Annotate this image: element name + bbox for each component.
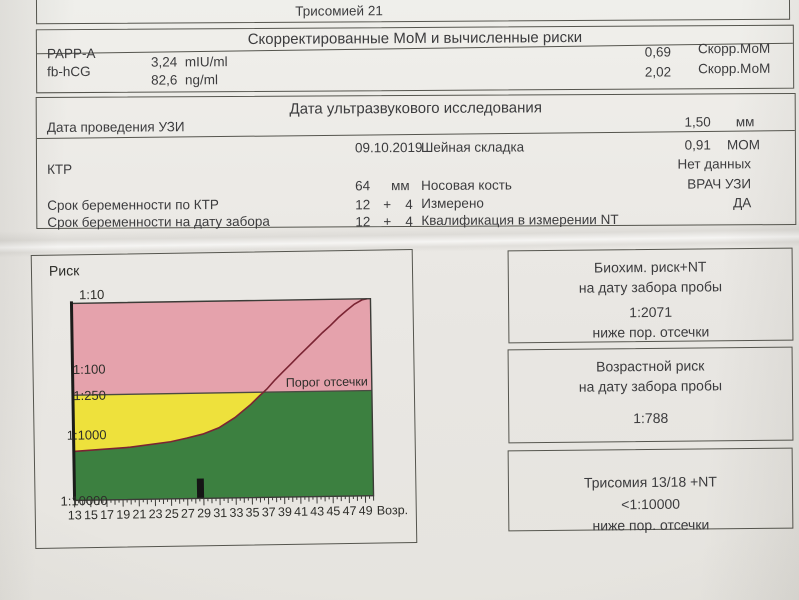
ktr-unit: мм bbox=[391, 178, 410, 194]
nt-mm-value: 1,50 bbox=[684, 114, 711, 130]
x-tick-label: 27 bbox=[181, 506, 195, 520]
papp-a-value: 3,24 bbox=[150, 54, 178, 70]
fb-hcg-value: 82,6 bbox=[151, 72, 178, 88]
corr-mom-label: Скорр.МоМ bbox=[698, 60, 771, 77]
x-tick-label: 17 bbox=[100, 508, 114, 522]
nasal-label: Носовая кость bbox=[421, 177, 512, 193]
ktr-label: КТР bbox=[46, 161, 73, 177]
panel-risk-value: 1:788 bbox=[633, 409, 669, 427]
panel-risk-value: <1:10000 bbox=[621, 495, 681, 512]
nt-mom-unit: МОМ bbox=[726, 137, 760, 153]
nt-qual-label: Квалификация в измерении NT bbox=[421, 211, 619, 228]
corr-mom-label: Скорр.МоМ bbox=[697, 40, 771, 57]
x-axis-label: Возр. bbox=[377, 503, 409, 517]
fb-hcg-unit: ng/ml bbox=[184, 72, 218, 88]
ga-by-ktr-days: 4 bbox=[405, 197, 413, 213]
risk-chart-box: 13 15 17 19 21 23 25 27 29 31 33 35 37 39 41 43 45 47 49 1:… bbox=[30, 249, 418, 549]
age-marker bbox=[196, 478, 205, 499]
x-tick-label: 25 bbox=[165, 507, 179, 521]
x-tick-label: 19 bbox=[116, 507, 130, 521]
ktr-value: 64 bbox=[355, 178, 371, 194]
y-axis-line bbox=[69, 301, 77, 501]
y-tick-label: 1:100 bbox=[73, 362, 106, 378]
mom-section: Скорректированные МоМ и вычисленные риск… bbox=[35, 24, 795, 94]
nt-mm-unit: мм bbox=[735, 114, 755, 130]
x-tick-label: 21 bbox=[132, 507, 146, 521]
x-tick-label: 41 bbox=[294, 505, 308, 519]
x-tick-label: 47 bbox=[342, 504, 356, 518]
analyte-value: 82,6 ng/ml bbox=[151, 72, 218, 87]
panel-line: ниже пор. отсечки bbox=[592, 516, 710, 534]
x-tick-label: 37 bbox=[262, 505, 276, 519]
panel-biochem-risk: Биохим. риск+NT на дату забора пробы 1:2… bbox=[507, 247, 794, 344]
x-tick-label: 31 bbox=[213, 506, 227, 520]
papp-a-unit: mIU/ml bbox=[184, 54, 228, 70]
x-tick-label: 43 bbox=[310, 504, 324, 518]
y-tick-label: 1:10 bbox=[79, 287, 105, 302]
measured-value: ВРАЧ УЗИ bbox=[687, 176, 752, 192]
panel-line: на дату забора пробы bbox=[578, 377, 723, 395]
region-mid-risk bbox=[72, 392, 264, 452]
panel-line: Возрастной риск bbox=[595, 357, 705, 375]
trisomy21-box: Трисомией 21 bbox=[35, 0, 791, 25]
corr-mom-value: 2,02 bbox=[644, 64, 672, 80]
x-tick-label: 23 bbox=[149, 507, 163, 521]
x-tick-label: 33 bbox=[229, 506, 243, 520]
panel-line: на дату забора пробы bbox=[578, 278, 723, 296]
uzi-date-value: 09.10.2019 bbox=[354, 139, 423, 156]
x-tick-label: 15 bbox=[84, 508, 98, 522]
uzi-section-header: Дата ультразвукового исследования bbox=[289, 99, 542, 118]
region-high-risk bbox=[71, 298, 372, 396]
nt-label: Шейная складка bbox=[420, 139, 525, 155]
y-tick-label: 1:10000 bbox=[60, 493, 107, 509]
age-risk-curve bbox=[73, 297, 368, 453]
ga-sample-days: 4 bbox=[405, 214, 413, 230]
x-tick-label: 49 bbox=[359, 504, 373, 518]
analyte-label: fb-hCG bbox=[47, 63, 91, 80]
panel-trisomy-13-18: Трисомия 13/18 +NT <1:10000 ниже пор. от… bbox=[507, 447, 794, 534]
panel-line: Трисомия 13/18 +NT bbox=[583, 473, 718, 491]
analyte-value: 3,24 mIU/ml bbox=[151, 54, 228, 69]
y-tick-label: 1:250 bbox=[73, 388, 106, 404]
uzi-date-label: Дата проведения УЗИ bbox=[46, 119, 185, 135]
panel-age-risk: Возрастной риск на дату забора пробы 1:7… bbox=[507, 346, 794, 444]
x-tick-label: 13 bbox=[68, 508, 82, 522]
ga-sample-label: Срок беременности на дату забора bbox=[47, 213, 270, 230]
threshold-label: Порог отсечки bbox=[286, 375, 368, 390]
x-tick-label: 39 bbox=[278, 505, 292, 519]
corr-mom-value: 0,69 bbox=[644, 44, 672, 60]
ga-by-ktr-weeks: 12 bbox=[355, 197, 371, 213]
mom-section-header: Скорректированные МоМ и вычисленные риск… bbox=[247, 28, 583, 49]
plus-sign: + bbox=[383, 214, 392, 230]
panel-line: ниже пор. отсечки bbox=[592, 323, 710, 341]
trisomy21-title: Трисомией 21 bbox=[295, 3, 383, 19]
y-tick-label: 1:1000 bbox=[67, 427, 107, 443]
ga-by-ktr-label: Срок беременности по КТР bbox=[47, 197, 219, 213]
nt-mom-value: 0,91 bbox=[684, 137, 711, 153]
x-tick-label: 35 bbox=[246, 505, 260, 519]
analyte-label: PAPP-A bbox=[46, 45, 96, 62]
risk-chart: 13 15 17 19 21 23 25 27 29 31 33 35 37 39 41 43 45 47 49 1:… bbox=[49, 262, 409, 522]
measured-label: Измерено bbox=[421, 195, 484, 211]
panel-risk-value: 1:2071 bbox=[629, 303, 673, 321]
plus-sign: + bbox=[383, 197, 392, 213]
x-tick-label: 45 bbox=[326, 504, 340, 518]
region-low-risk bbox=[73, 390, 374, 501]
ga-sample-weeks: 12 bbox=[355, 214, 371, 230]
uzi-section: Дата ультразвукового исследования Дата п… bbox=[35, 93, 797, 230]
nasal-value: Нет данных bbox=[677, 156, 752, 172]
nt-qual-value: ДА bbox=[733, 195, 752, 211]
threshold-line bbox=[72, 389, 372, 396]
panel-line: Биохим. риск+NT bbox=[593, 258, 707, 276]
chart-title: Риск bbox=[49, 262, 80, 278]
x-tick-label: 29 bbox=[197, 506, 211, 520]
